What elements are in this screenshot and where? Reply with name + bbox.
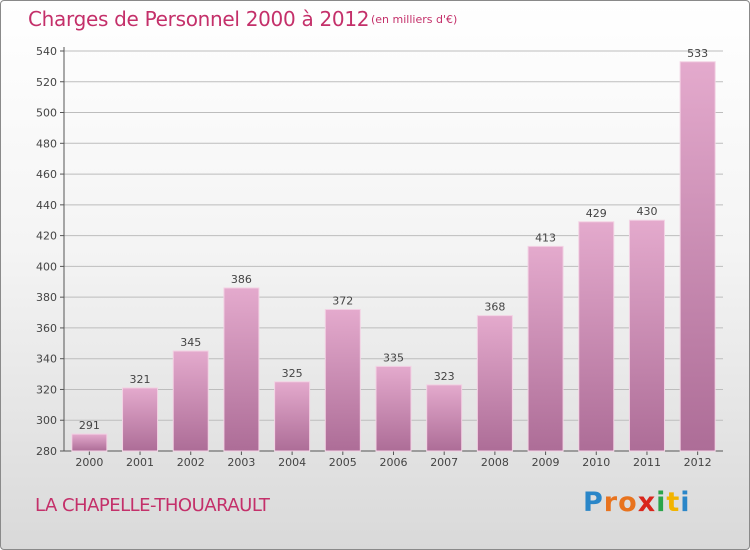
bar-value-label: 372: [332, 294, 353, 307]
x-tick-label: 2002: [177, 456, 205, 469]
logo-letter: r: [603, 487, 619, 518]
logo-letter: o: [618, 487, 638, 518]
y-tick-label: 280: [36, 445, 57, 458]
bar: [679, 61, 716, 452]
x-tick-label: 2001: [126, 456, 154, 469]
bar: [426, 384, 463, 452]
x-tick-label: 2004: [278, 456, 306, 469]
y-tick-label: 520: [36, 76, 57, 89]
bar-value-label: 345: [180, 336, 201, 349]
x-tick-label: 2003: [227, 456, 255, 469]
chart-subtitle: (en milliers d'€): [371, 13, 458, 26]
bar-value-label: 368: [484, 301, 505, 314]
y-tick-label: 320: [36, 383, 57, 396]
bars: [71, 61, 716, 452]
y-tick-label: 300: [36, 414, 57, 427]
x-tick-label: 2011: [633, 456, 661, 469]
x-tick-label: 2006: [380, 456, 408, 469]
y-tick-label: 360: [36, 322, 57, 335]
bar: [476, 315, 513, 452]
y-tick-label: 500: [36, 107, 57, 120]
bar-value-label: 386: [231, 273, 252, 286]
bar: [578, 221, 615, 452]
x-tick-label: 2007: [430, 456, 458, 469]
logo-letter: x: [637, 487, 657, 518]
logo-letter: P: [583, 487, 604, 518]
bar-value-label: 413: [535, 231, 556, 244]
bar-value-label: 323: [434, 370, 455, 383]
x-tick-label: 2010: [582, 456, 610, 469]
bar: [324, 308, 361, 452]
bar-value-label: 291: [79, 419, 100, 432]
y-tick-label: 460: [36, 168, 57, 181]
bar-value-label: 430: [636, 205, 657, 218]
y-tick-label: 440: [36, 199, 57, 212]
commune-name: LA CHAPELLE-THOUARAULT: [35, 495, 270, 516]
x-tick-label: 2008: [481, 456, 509, 469]
labels: 280 300 320 340 360 380 400 420 440 460 480 500 520 5…: [36, 45, 712, 469]
logo-letter: t: [666, 487, 681, 518]
x-tick-label: 2009: [532, 456, 560, 469]
bar-value-label: 429: [586, 207, 607, 220]
bar: [172, 350, 209, 452]
bar: [527, 245, 564, 452]
x-tick-label: 2012: [684, 456, 712, 469]
bar-value-label: 533: [687, 47, 708, 60]
logo-letter: i: [656, 487, 667, 518]
y-tick-label: 480: [36, 137, 57, 150]
x-tick-label: 2000: [75, 456, 103, 469]
bar: [223, 287, 260, 452]
proxiti-logo[interactable]: Proxiti: [583, 487, 691, 518]
logo-letter: i: [680, 487, 691, 518]
x-tick-label: 2005: [329, 456, 357, 469]
bar-value-label: 335: [383, 351, 404, 364]
bar-value-label: 321: [130, 373, 151, 386]
bar: [375, 365, 412, 452]
bar-value-label: 325: [282, 367, 303, 380]
chart-title: Charges de Personnel 2000 à 2012: [28, 7, 370, 31]
y-tick-label: 540: [36, 45, 57, 58]
y-tick-label: 340: [36, 353, 57, 366]
bar: [71, 433, 108, 452]
bar: [122, 387, 159, 452]
y-tick-label: 380: [36, 291, 57, 304]
y-tick-label: 420: [36, 230, 57, 243]
y-tick-label: 400: [36, 260, 57, 273]
bar: [274, 381, 311, 452]
bar: [628, 219, 665, 452]
